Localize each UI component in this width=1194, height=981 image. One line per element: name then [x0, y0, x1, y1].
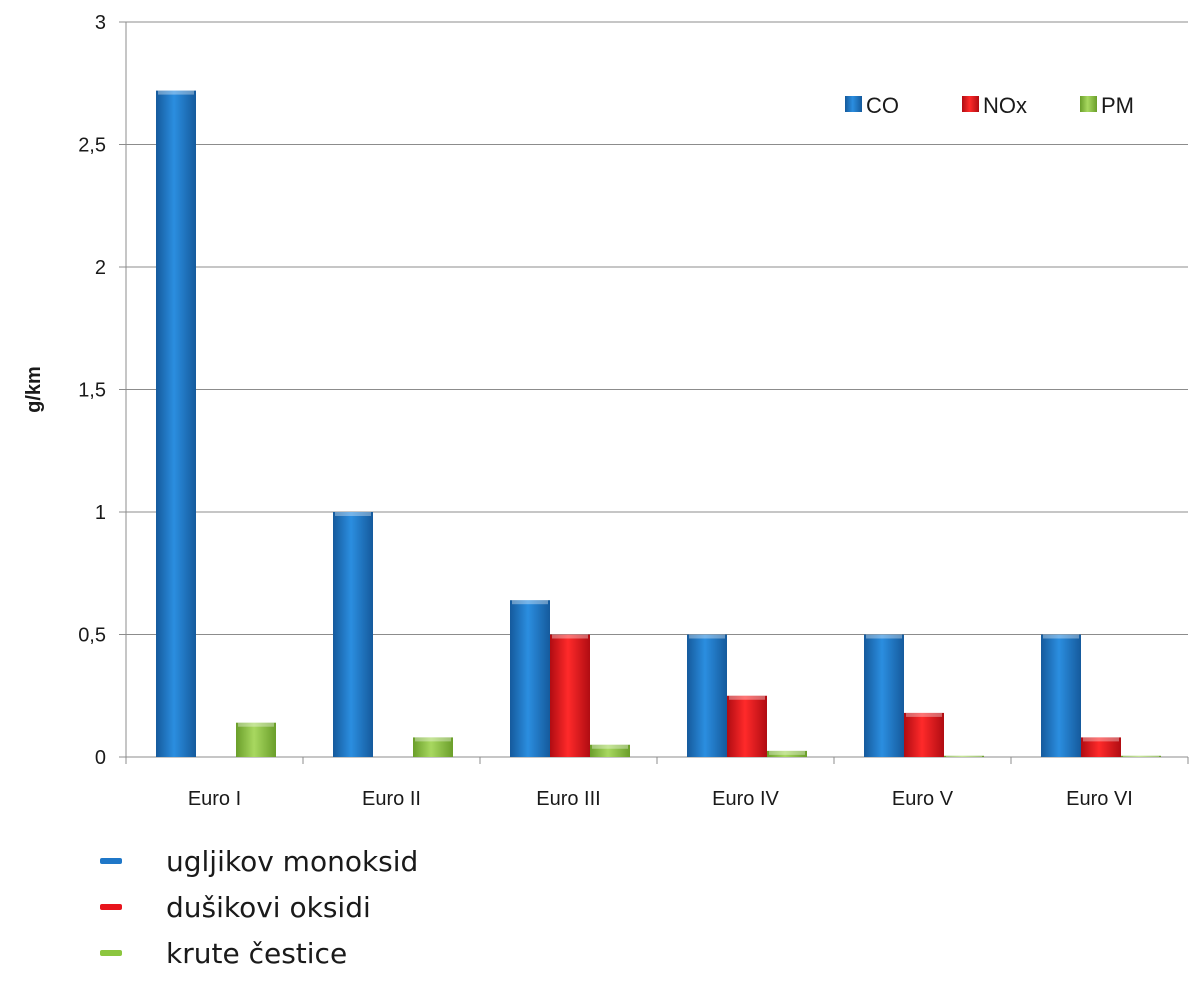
x-tick-label-1: Euro II [362, 788, 421, 810]
bar-nox-euro-vi [1081, 737, 1121, 757]
y-tick-label-5: 2,5 [78, 135, 106, 157]
bar-highlight-nox-4 [906, 712, 942, 717]
note-row-co: ugljikov monoksid [100, 838, 800, 884]
legend-swatch-co [845, 96, 862, 112]
y-tick-label-4: 2 [95, 257, 106, 279]
emissions-bar-chart: 0 0,5 1 1,5 2 2,5 3 Euro I Euro II Euro III Euro I… [23, 12, 1189, 810]
bar-pm-euro-iii [590, 744, 630, 757]
bar-nox-euro-iv [727, 695, 767, 757]
bar-highlight-co-4 [866, 634, 902, 639]
note-swatch-nox [100, 904, 122, 910]
y-tick-label-0: 0 [95, 747, 106, 769]
note-swatch-pm [100, 950, 122, 956]
note-text-nox: dušikovi oksidi [166, 890, 371, 924]
y-tick-label-2: 1 [95, 502, 106, 524]
bar-highlight-pm-1 [415, 737, 451, 742]
note-text-co: ugljikov monoksid [166, 844, 419, 878]
bar-highlight-nox-3 [729, 695, 765, 700]
bar-highlight-pm-2 [592, 744, 628, 749]
note-row-pm: krute čestice [100, 930, 800, 976]
bar-highlight-nox-2 [552, 634, 588, 639]
bar-nox-euro-v [904, 712, 944, 757]
note-swatch-co [100, 858, 122, 864]
bar-co-euro-i [156, 90, 196, 758]
bar-co-euro-iii [510, 600, 550, 757]
bar-highlight-co-1 [335, 512, 371, 516]
axis-labels: 0 0,5 1 1,5 2 2,5 3 Euro I Euro II Euro III Euro I… [23, 12, 1133, 810]
bar-pm-euro-i [236, 722, 276, 757]
bars [156, 90, 1161, 758]
bar-highlight-nox-5 [1083, 737, 1119, 742]
legend-swatch-nox [962, 96, 979, 112]
y-tick-label-1: 0,5 [78, 625, 106, 647]
bar-co-euro-vi [1041, 634, 1081, 757]
legend-label-nox: NOx [983, 93, 1027, 118]
legend-label-co: CO [866, 93, 899, 118]
legend: CO NOx PM [845, 93, 1134, 118]
bar-highlight-co-3 [689, 634, 725, 639]
bar-co-euro-v [864, 634, 904, 757]
bar-highlight-pm-3 [769, 750, 805, 755]
bar-co-euro-ii [333, 512, 373, 757]
bar-pm-euro-vi [1121, 755, 1161, 757]
bar-co-euro-iv [687, 634, 727, 757]
x-tick-label-0: Euro I [188, 788, 241, 810]
bar-nox-euro-iii [550, 634, 590, 757]
x-tick-label-4: Euro V [892, 788, 954, 810]
y-tick-label-6: 3 [95, 12, 106, 34]
note-row-nox: dušikovi oksidi [100, 884, 800, 930]
x-tick-label-5: Euro VI [1066, 788, 1133, 810]
bar-highlight-co-0 [158, 90, 194, 95]
legend-label-pm: PM [1101, 93, 1134, 118]
y-tick-label-3: 1,5 [78, 380, 106, 402]
bar-highlight-pm-0 [238, 722, 274, 727]
axes [119, 21, 1189, 764]
bar-highlight-pm-4 [946, 755, 982, 757]
note-text-pm: krute čestice [166, 936, 348, 970]
bar-highlight-co-2 [512, 600, 548, 605]
bar-highlight-co-5 [1043, 634, 1079, 639]
color-notes: ugljikov monoksid dušikovi oksidi krute … [100, 838, 800, 976]
x-tick-label-3: Euro IV [712, 788, 779, 810]
x-tick-label-2: Euro III [536, 788, 600, 810]
legend-swatch-pm [1080, 96, 1097, 112]
bar-highlight-pm-5 [1123, 755, 1159, 757]
gridlines [126, 21, 1188, 635]
y-axis-title: g/km [23, 366, 45, 413]
bar-pm-euro-iv [767, 750, 807, 757]
bar-pm-euro-ii [413, 737, 453, 757]
bar-pm-euro-v [944, 755, 984, 757]
